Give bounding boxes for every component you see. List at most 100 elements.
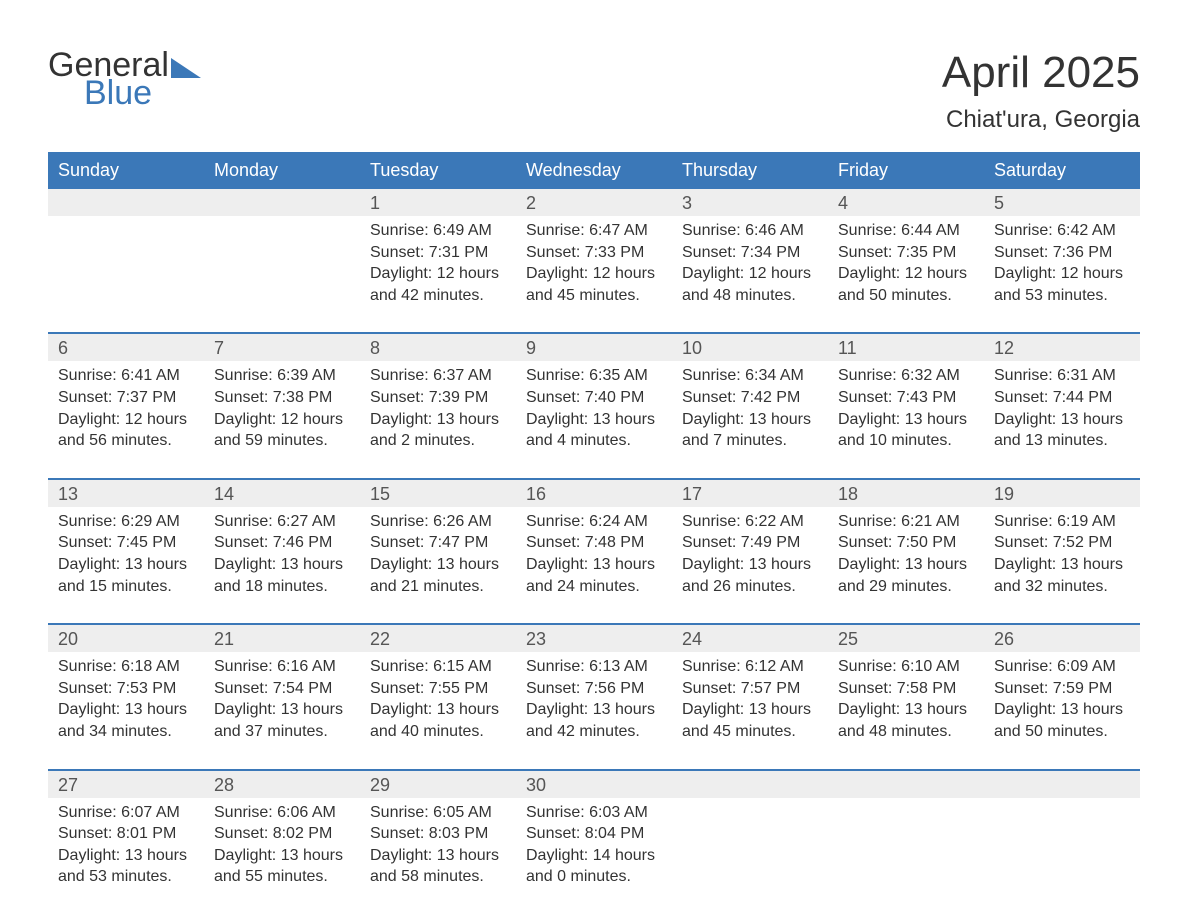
day-info-line: Sunset: 7:58 PM [838, 678, 974, 700]
week-row: 6789101112Sunrise: 6:41 AMSunset: 7:37 P… [48, 332, 1140, 461]
day-info-line: Sunrise: 6:24 AM [526, 511, 662, 533]
day-info-line: Sunset: 7:54 PM [214, 678, 350, 700]
day-info-line: Daylight: 13 hours and 53 minutes. [58, 845, 194, 888]
day-info-line: Sunset: 7:39 PM [370, 387, 506, 409]
day-cell [984, 798, 1140, 898]
day-cell: Sunrise: 6:18 AMSunset: 7:53 PMDaylight:… [48, 652, 204, 752]
day-cell: Sunrise: 6:31 AMSunset: 7:44 PMDaylight:… [984, 361, 1140, 461]
day-info-line: Daylight: 12 hours and 50 minutes. [838, 263, 974, 306]
day-number: 13 [48, 480, 204, 507]
day-cell: Sunrise: 6:09 AMSunset: 7:59 PMDaylight:… [984, 652, 1140, 752]
day-number: 3 [672, 189, 828, 216]
header: General Blue April 2025 Chiat'ura, Georg… [48, 48, 1140, 134]
day-number [672, 771, 828, 798]
day-number: 28 [204, 771, 360, 798]
logo-text-blue: Blue [84, 76, 201, 110]
day-info-line: Sunset: 7:45 PM [58, 532, 194, 554]
day-info-line: Daylight: 12 hours and 53 minutes. [994, 263, 1130, 306]
day-cell: Sunrise: 6:49 AMSunset: 7:31 PMDaylight:… [360, 216, 516, 316]
weekday-header: Wednesday [516, 152, 672, 189]
day-info-line: Sunrise: 6:42 AM [994, 220, 1130, 242]
day-info-line: Daylight: 12 hours and 45 minutes. [526, 263, 662, 306]
day-info-line: Sunrise: 6:12 AM [682, 656, 818, 678]
day-cell: Sunrise: 6:42 AMSunset: 7:36 PMDaylight:… [984, 216, 1140, 316]
day-cell: Sunrise: 6:35 AMSunset: 7:40 PMDaylight:… [516, 361, 672, 461]
day-info-line: Sunset: 7:53 PM [58, 678, 194, 700]
day-info-line: Sunset: 7:49 PM [682, 532, 818, 554]
logo: General Blue [48, 48, 201, 110]
day-info-line: Daylight: 13 hours and 32 minutes. [994, 554, 1130, 597]
day-number: 1 [360, 189, 516, 216]
location-label: Chiat'ura, Georgia [942, 106, 1140, 134]
day-number-row: 13141516171819 [48, 480, 1140, 507]
day-info-line: Daylight: 14 hours and 0 minutes. [526, 845, 662, 888]
day-number [48, 189, 204, 216]
day-number: 24 [672, 625, 828, 652]
day-number: 10 [672, 334, 828, 361]
day-cell: Sunrise: 6:16 AMSunset: 7:54 PMDaylight:… [204, 652, 360, 752]
day-number: 20 [48, 625, 204, 652]
day-info-line: Sunset: 7:55 PM [370, 678, 506, 700]
day-cell: Sunrise: 6:29 AMSunset: 7:45 PMDaylight:… [48, 507, 204, 607]
day-info-line: Sunset: 7:43 PM [838, 387, 974, 409]
day-info-line: Daylight: 13 hours and 4 minutes. [526, 409, 662, 452]
day-info-line: Daylight: 13 hours and 2 minutes. [370, 409, 506, 452]
day-info-line: Daylight: 13 hours and 37 minutes. [214, 699, 350, 742]
weekday-header: Sunday [48, 152, 204, 189]
day-number: 15 [360, 480, 516, 507]
calendar: Sunday Monday Tuesday Wednesday Thursday… [48, 152, 1140, 898]
day-number: 11 [828, 334, 984, 361]
day-content-row: Sunrise: 6:07 AMSunset: 8:01 PMDaylight:… [48, 798, 1140, 898]
day-number-row: 20212223242526 [48, 625, 1140, 652]
day-info-line: Daylight: 13 hours and 21 minutes. [370, 554, 506, 597]
day-number [204, 189, 360, 216]
day-info-line: Sunrise: 6:44 AM [838, 220, 974, 242]
day-info-line: Daylight: 13 hours and 42 minutes. [526, 699, 662, 742]
day-info-line: Sunrise: 6:47 AM [526, 220, 662, 242]
weekday-header: Thursday [672, 152, 828, 189]
day-cell [48, 216, 204, 316]
day-number: 29 [360, 771, 516, 798]
day-info-line: Sunset: 7:57 PM [682, 678, 818, 700]
day-info-line: Daylight: 13 hours and 24 minutes. [526, 554, 662, 597]
week-row: 27282930Sunrise: 6:07 AMSunset: 8:01 PMD… [48, 769, 1140, 898]
day-info-line: Sunrise: 6:35 AM [526, 365, 662, 387]
day-info-line: Sunset: 7:50 PM [838, 532, 974, 554]
day-info-line: Sunrise: 6:21 AM [838, 511, 974, 533]
day-info-line: Sunset: 7:52 PM [994, 532, 1130, 554]
day-number: 9 [516, 334, 672, 361]
day-info-line: Sunrise: 6:32 AM [838, 365, 974, 387]
day-info-line: Daylight: 12 hours and 56 minutes. [58, 409, 194, 452]
day-number: 27 [48, 771, 204, 798]
day-info-line: Sunset: 8:04 PM [526, 823, 662, 845]
day-info-line: Sunrise: 6:03 AM [526, 802, 662, 824]
day-number [984, 771, 1140, 798]
day-info-line: Sunset: 7:47 PM [370, 532, 506, 554]
day-info-line: Daylight: 12 hours and 42 minutes. [370, 263, 506, 306]
day-info-line: Daylight: 13 hours and 13 minutes. [994, 409, 1130, 452]
day-number: 25 [828, 625, 984, 652]
day-cell: Sunrise: 6:03 AMSunset: 8:04 PMDaylight:… [516, 798, 672, 898]
day-info-line: Sunrise: 6:34 AM [682, 365, 818, 387]
day-number: 5 [984, 189, 1140, 216]
day-number: 7 [204, 334, 360, 361]
day-info-line: Sunrise: 6:37 AM [370, 365, 506, 387]
day-cell: Sunrise: 6:47 AMSunset: 7:33 PMDaylight:… [516, 216, 672, 316]
day-cell [204, 216, 360, 316]
day-number: 4 [828, 189, 984, 216]
day-cell: Sunrise: 6:44 AMSunset: 7:35 PMDaylight:… [828, 216, 984, 316]
day-info-line: Daylight: 13 hours and 10 minutes. [838, 409, 974, 452]
day-cell [828, 798, 984, 898]
day-info-line: Sunrise: 6:27 AM [214, 511, 350, 533]
day-info-line: Sunrise: 6:49 AM [370, 220, 506, 242]
day-info-line: Daylight: 12 hours and 59 minutes. [214, 409, 350, 452]
day-info-line: Sunrise: 6:31 AM [994, 365, 1130, 387]
day-info-line: Sunrise: 6:26 AM [370, 511, 506, 533]
day-info-line: Sunrise: 6:06 AM [214, 802, 350, 824]
day-cell: Sunrise: 6:21 AMSunset: 7:50 PMDaylight:… [828, 507, 984, 607]
day-number-row: 12345 [48, 189, 1140, 216]
day-number: 30 [516, 771, 672, 798]
day-info-line: Daylight: 13 hours and 45 minutes. [682, 699, 818, 742]
day-info-line: Sunset: 7:35 PM [838, 242, 974, 264]
day-info-line: Sunrise: 6:46 AM [682, 220, 818, 242]
